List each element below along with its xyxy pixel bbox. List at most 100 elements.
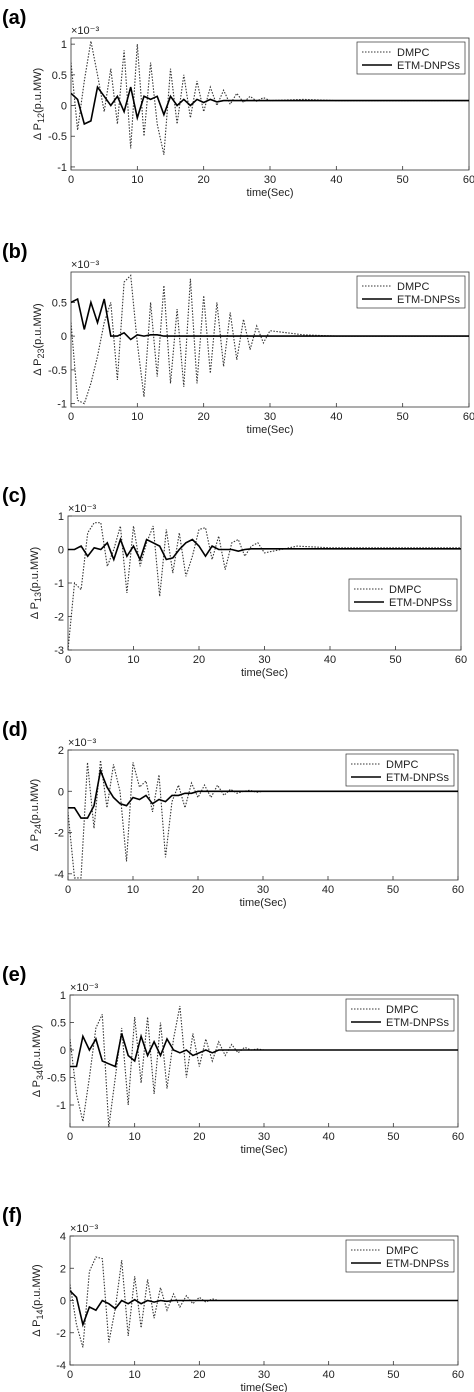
y-label-sub: 13 (33, 592, 43, 602)
x-tick-label: 30 (257, 884, 269, 896)
legend-label: ETM-DNPSs (389, 597, 452, 609)
legend-box (348, 578, 458, 612)
x-tick-label: 60 (463, 411, 474, 423)
legend-label: ETM-DNPSs (386, 1017, 449, 1029)
x-tick-label: 10 (127, 884, 139, 896)
x-axis-label: time(Sec) (240, 1144, 287, 1156)
series-line (68, 767, 458, 819)
x-tick-label: 50 (387, 1131, 399, 1143)
y-tick-label: -1 (57, 162, 67, 174)
y-tick-label: 0 (61, 101, 67, 113)
panel: (a) 0 10 20 30 40 50 60 -1 -0.5 0 0.5 1 ×10⁻³ time(Sec… (2, 7, 474, 199)
y-tick-label: 4 (60, 1231, 66, 1243)
x-tick-label: 50 (387, 884, 399, 896)
x-tick-label: 10 (131, 174, 143, 186)
series-line (68, 537, 461, 562)
y-label-main: Δ P (31, 1320, 43, 1337)
legend-label: DMPC (389, 584, 421, 596)
y-tick-label: 0.5 (52, 297, 67, 309)
x-tick-label: 20 (198, 411, 210, 423)
x-tick-label: 30 (258, 1131, 270, 1143)
y-tick-label: 0.5 (51, 1018, 66, 1030)
y-tick-label: 0 (58, 786, 64, 798)
x-tick-label: 0 (68, 411, 74, 423)
y-tick-label: -0.5 (48, 131, 67, 143)
y-multiplier: ×10⁻³ (70, 982, 98, 994)
y-axis-label: Δ P12(p.u.MW) (32, 68, 46, 140)
panel: (e) 0 10 20 30 40 50 60 -1 -0.5 0 0.5 1 ×10⁻³ time(Sec… (2, 964, 464, 1156)
legend-label: ETM-DNPSs (386, 1258, 449, 1270)
y-tick-label: -4 (56, 1360, 66, 1372)
plot-lines (71, 40, 469, 155)
y-label-main: Δ P (29, 602, 41, 619)
series-line (71, 85, 469, 126)
y-axis-label: Δ P34(p.u.MW) (31, 1025, 45, 1097)
legend-label: DMPC (397, 47, 429, 59)
y-tick-label: -0.5 (48, 365, 67, 377)
legend-box (345, 1239, 455, 1273)
x-tick-label: 60 (452, 1369, 464, 1381)
x-tick-label: 60 (463, 174, 474, 186)
x-tick-label: 40 (323, 1369, 335, 1381)
y-multiplier: ×10⁻³ (68, 503, 96, 515)
legend-label: ETM-DNPSs (397, 294, 460, 306)
y-label-sub: 14 (35, 1310, 45, 1320)
x-tick-label: 50 (397, 174, 409, 186)
y-axis-label: Δ P13(p.u.MW) (29, 547, 43, 619)
x-tick-label: 30 (264, 411, 276, 423)
plot-lines (70, 1256, 458, 1348)
y-label-unit: (p.u.MW) (29, 547, 41, 592)
legend-label: ETM-DNPSs (386, 772, 449, 784)
y-multiplier: ×10⁻³ (71, 259, 99, 271)
x-tick-label: 40 (330, 411, 342, 423)
y-label-sub: 23 (36, 349, 46, 359)
y-tick-label: -1 (54, 578, 64, 590)
panel: (d) 0 10 20 30 40 50 60 -4 -2 0 2 ×10⁻³ time(Sec) Δ P2… (2, 719, 464, 909)
y-tick-label: 0 (61, 331, 67, 343)
x-tick-label: 30 (264, 174, 276, 186)
y-multiplier: ×10⁻³ (70, 1223, 98, 1235)
y-tick-label: -0.5 (47, 1073, 66, 1085)
x-tick-label: 20 (193, 1369, 205, 1381)
y-label-main: Δ P (29, 834, 41, 851)
y-label-unit: (p.u.MW) (32, 68, 44, 113)
y-tick-label: -2 (56, 1328, 66, 1340)
y-axis-label: Δ P14(p.u.MW) (31, 1264, 45, 1336)
x-axis-label: time(Sec) (239, 897, 286, 909)
y-axis-label: Δ P23(p.u.MW) (32, 303, 46, 375)
plot-lines (70, 1005, 458, 1127)
y-label-main: Δ P (31, 1080, 43, 1097)
legend-box (345, 998, 455, 1032)
panel-label: (e) (2, 964, 26, 986)
y-tick-label: -2 (54, 612, 64, 624)
y-label-unit: (p.u.MW) (29, 779, 41, 824)
x-tick-label: 40 (324, 654, 336, 666)
x-tick-label: 40 (322, 884, 334, 896)
panel-label: (b) (2, 241, 28, 263)
series-line (70, 1005, 458, 1127)
x-tick-label: 20 (193, 654, 205, 666)
y-label-sub: 34 (35, 1070, 45, 1080)
legend-label: DMPC (386, 1004, 418, 1016)
y-tick-label: 2 (58, 745, 64, 757)
x-axis-label: time(Sec) (246, 187, 293, 199)
y-tick-label: 0 (58, 545, 64, 557)
y-tick-label: -4 (54, 869, 64, 881)
x-tick-label: 10 (127, 654, 139, 666)
y-label-sub: 12 (36, 113, 46, 123)
y-tick-label: 1 (60, 990, 66, 1002)
y-tick-label: -3 (54, 645, 64, 657)
y-tick-label: 1 (58, 511, 64, 523)
x-tick-label: 0 (68, 174, 74, 186)
y-tick-label: 0 (60, 1296, 66, 1308)
x-tick-label: 50 (389, 654, 401, 666)
x-tick-label: 50 (387, 1369, 399, 1381)
y-label-main: Δ P (32, 123, 44, 140)
y-label-unit: (p.u.MW) (31, 1025, 43, 1070)
series-line (70, 1033, 458, 1068)
y-tick-label: -1 (57, 399, 67, 411)
series-line (71, 274, 469, 405)
x-tick-label: 60 (455, 654, 467, 666)
